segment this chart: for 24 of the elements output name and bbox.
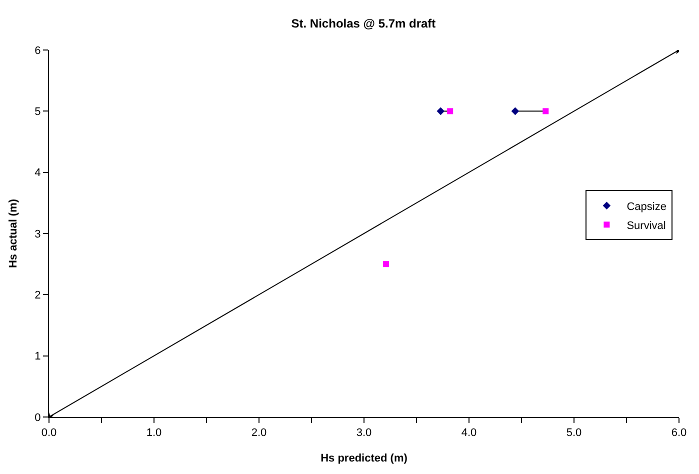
x-tick-label: 3.0 [356, 427, 372, 440]
y-tick-label: 0 [34, 412, 41, 424]
x-tick-label: 2.0 [251, 427, 267, 440]
point [383, 261, 390, 268]
x-tick-label: 1.0 [146, 427, 162, 440]
y-tick-label: 4 [34, 167, 41, 180]
point [511, 107, 520, 116]
x-tick-label: 0.0 [41, 427, 57, 440]
x-tick-label: 5.0 [566, 427, 582, 440]
x-axis-title: Hs predicted (m) [320, 452, 408, 464]
y-tick-label: 1 [34, 350, 41, 363]
legend-label: Capsize [626, 200, 666, 213]
y-tick-label: 6 [34, 44, 41, 57]
legend-label: Survival [626, 220, 666, 232]
y-tick-label: 2 [34, 290, 41, 302]
x-tick-label: 6.0 [671, 427, 687, 440]
point [447, 108, 454, 114]
x-tick-label: 4.0 [461, 427, 477, 440]
point [436, 107, 445, 116]
point [542, 108, 549, 114]
chart-title: St. Nicholas @ 5.7m draft [291, 16, 436, 30]
y-tick-label: 3 [34, 228, 41, 240]
y-axis-title: Hs actual (m) [7, 198, 20, 268]
y-tick-label: 5 [34, 106, 41, 118]
